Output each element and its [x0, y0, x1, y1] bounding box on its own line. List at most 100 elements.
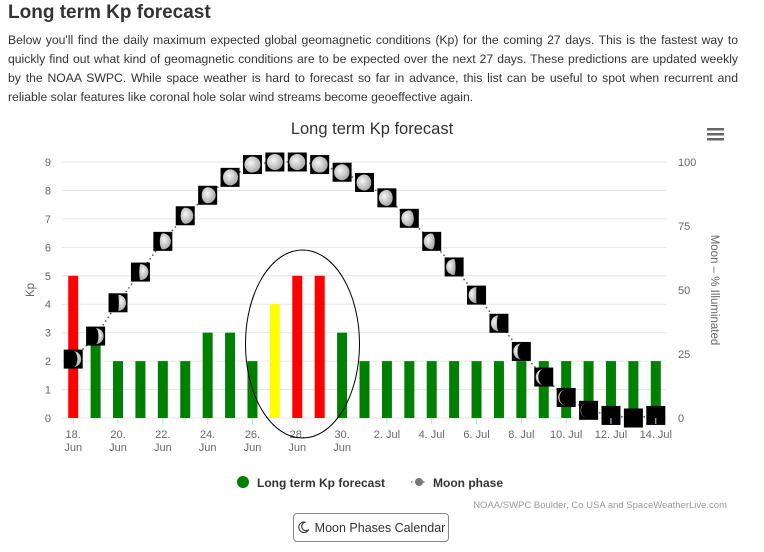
x-tick-label-month: Jun — [333, 442, 351, 454]
intro-paragraph: Below you'll find the daily maximum expe… — [8, 33, 738, 104]
highlight-ellipse — [245, 249, 360, 439]
moon-phase-marker[interactable] — [287, 152, 307, 172]
x-tick-label: 26. — [245, 429, 260, 441]
moon-phase-marker[interactable] — [467, 285, 487, 305]
y-tick-label: 7 — [45, 214, 51, 226]
kp-bar[interactable] — [516, 361, 527, 418]
kp-bar[interactable] — [113, 361, 124, 418]
kp-bar[interactable] — [202, 332, 213, 418]
x-tick-label-month: Jun — [199, 442, 217, 454]
kp-bar[interactable] — [359, 361, 370, 418]
kp-bar[interactable] — [538, 361, 549, 418]
moon-phase-marker[interactable] — [579, 400, 599, 420]
y2-tick-label: 0 — [678, 413, 684, 425]
kp-bar[interactable] — [493, 361, 504, 418]
x-tick-label: 8. Jul — [508, 429, 534, 441]
y-tick-label: 0 — [45, 413, 51, 425]
legend-moon-label: Moon phase — [433, 476, 503, 490]
legend-moon-swatch — [415, 478, 423, 486]
x-tick-label: 22. — [155, 429, 170, 441]
x-tick-label-month: Jun — [244, 442, 262, 454]
moon-phase-marker[interactable] — [265, 152, 285, 172]
kp-bar[interactable] — [650, 361, 661, 418]
x-tick-label: 12. Jul — [595, 429, 627, 441]
kp-bar[interactable] — [157, 361, 168, 418]
moon-phase-marker[interactable] — [534, 367, 554, 387]
moon-phase-marker[interactable] — [556, 388, 576, 408]
legend-item-kp[interactable]: Long term Kp forecast — [237, 476, 385, 490]
moon-phase-marker[interactable] — [332, 162, 352, 182]
moon-phase-marker[interactable] — [108, 293, 128, 313]
kp-bar[interactable] — [583, 361, 594, 418]
legend-item-moon[interactable]: Moon phase — [411, 476, 503, 490]
kp-bar[interactable] — [628, 361, 639, 418]
x-tick-label: 20. — [110, 429, 125, 441]
moon-phase-marker[interactable] — [355, 172, 374, 192]
kp-bar[interactable] — [337, 332, 348, 418]
x-tick-label: 6. Jul — [463, 429, 489, 441]
moon-phases-calendar-label: Moon Phases Calendar — [314, 520, 446, 535]
moon-phase-marker[interactable] — [153, 231, 173, 251]
kp-bar[interactable] — [381, 361, 392, 418]
kp-bar[interactable] — [135, 361, 146, 418]
y2-tick-label: 75 — [678, 221, 690, 233]
moon-phase-marker[interactable] — [310, 155, 330, 175]
kp-bar[interactable] — [314, 275, 325, 418]
moon-phase-marker[interactable] — [511, 341, 531, 361]
kp-bar[interactable] — [269, 304, 280, 418]
x-tick-label: 14. Jul — [640, 429, 672, 441]
moon-phase-marker[interactable] — [623, 408, 643, 428]
moon-phase-marker[interactable] — [422, 231, 442, 251]
kp-bar[interactable] — [225, 332, 236, 418]
x-tick-label: 2. Jul — [374, 429, 400, 441]
x-tick-label-month: Jun — [288, 442, 306, 454]
moon-phase-marker[interactable] — [130, 262, 150, 282]
moon-phase-marker[interactable] — [175, 206, 195, 226]
legend-kp-swatch — [237, 476, 249, 488]
chart-title: Long term Kp forecast — [291, 120, 454, 138]
moon-icon — [297, 521, 309, 534]
kp-bar[interactable] — [426, 361, 437, 418]
y-tick-label: 9 — [45, 157, 51, 169]
y2-tick-label: 100 — [678, 157, 696, 169]
kp-bar[interactable] — [68, 275, 79, 418]
kp-bar[interactable] — [471, 361, 482, 418]
y-tick-label: 1 — [45, 385, 51, 397]
kp-bar[interactable] — [292, 275, 303, 418]
y-tick-label: 4 — [45, 299, 51, 311]
x-tick-label-month: Jun — [64, 442, 82, 454]
chart-credits[interactable]: NOAA/SWPC Boulder, Co USA and SpaceWeath… — [473, 500, 727, 511]
y-axis-label: Kp — [25, 283, 37, 297]
moon-phase-marker[interactable] — [242, 155, 262, 175]
page-title: Long term Kp forecast — [8, 2, 211, 23]
moon-phase-marker[interactable] — [63, 349, 83, 369]
moon-phase-marker[interactable] — [444, 257, 464, 277]
x-tick-label-month: Jun — [109, 442, 127, 454]
y-tick-label: 6 — [45, 242, 51, 254]
moon-phase-marker[interactable] — [377, 188, 397, 208]
hamburger-icon[interactable] — [703, 122, 729, 144]
y2-tick-label: 25 — [678, 349, 690, 361]
x-tick-label: 10. Jul — [550, 429, 582, 441]
y-tick-label: 5 — [45, 271, 51, 283]
kp-bar[interactable] — [449, 361, 460, 418]
x-tick-label: 30. — [334, 429, 349, 441]
kp-bar[interactable] — [90, 332, 101, 418]
moon-phase-marker[interactable] — [198, 185, 218, 205]
y2-tick-label: 50 — [678, 285, 690, 297]
legend-kp-label: Long term Kp forecast — [257, 476, 385, 490]
y2-axis-label: Moon – % Illuminated — [708, 235, 720, 346]
kp-bar[interactable] — [605, 361, 616, 418]
moon-phase-marker[interactable] — [399, 208, 419, 228]
moon-phase-marker[interactable] — [601, 405, 621, 425]
kp-bar[interactable] — [180, 361, 191, 418]
moon-phase-marker[interactable] — [86, 326, 106, 346]
moon-phase-marker[interactable] — [646, 405, 666, 425]
moon-phases-calendar-button[interactable]: Moon Phases Calendar — [293, 513, 449, 542]
x-tick-label-month: Jun — [154, 442, 172, 454]
x-tick-label: 24. — [200, 429, 215, 441]
moon-phase-marker[interactable] — [220, 167, 240, 187]
kp-bar[interactable] — [404, 361, 415, 418]
moon-phase-marker[interactable] — [489, 313, 509, 333]
